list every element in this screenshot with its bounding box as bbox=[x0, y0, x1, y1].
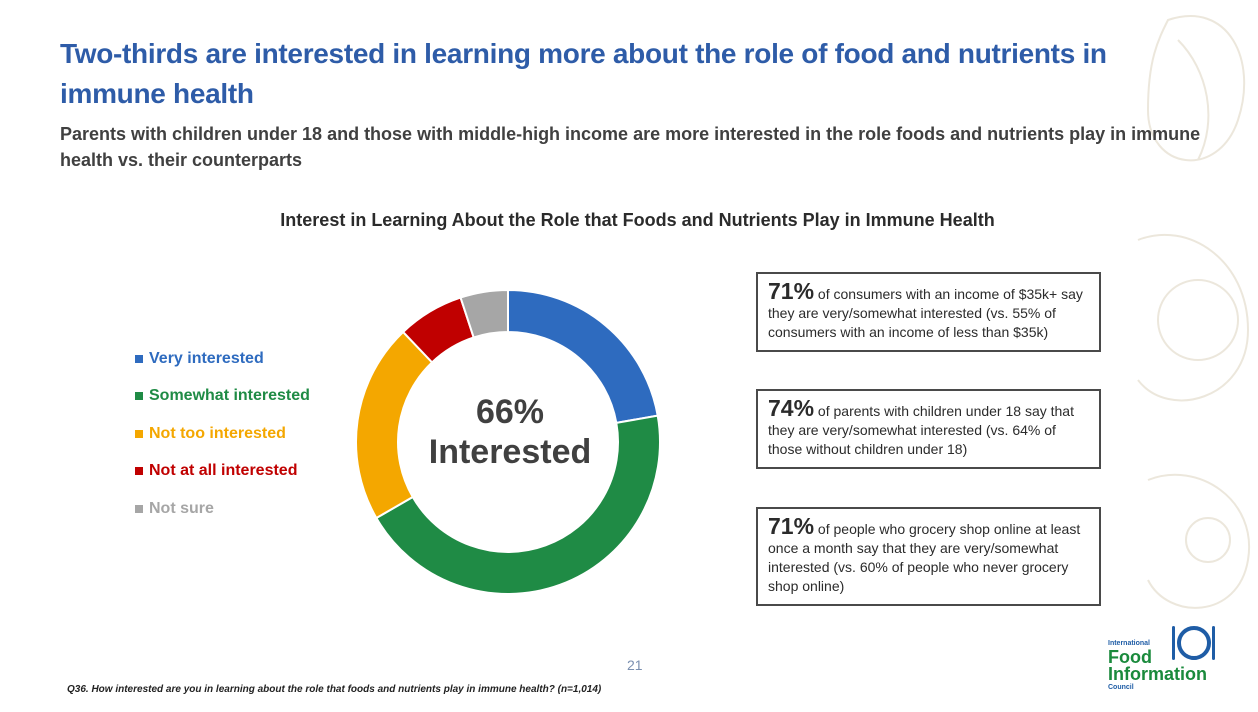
legend-label: Not sure bbox=[149, 499, 214, 517]
callout-stat: 71% bbox=[768, 513, 815, 539]
callout-text: of people who grocery shop online at lea… bbox=[768, 521, 1081, 594]
legend-item: Not too interested bbox=[135, 415, 310, 453]
legend-label: Not at all interested bbox=[149, 462, 298, 480]
page-number: 21 bbox=[627, 657, 643, 673]
logo-text-council: Council bbox=[1108, 684, 1134, 691]
donut-slice-not-sure bbox=[459, 288, 509, 339]
decorative-food-illustration bbox=[1137, 15, 1251, 609]
donut-center-label: Interested bbox=[428, 433, 592, 471]
legend-swatch bbox=[135, 467, 143, 476]
legend-label: Very interested bbox=[149, 349, 264, 367]
callout-stat: 71% bbox=[768, 278, 815, 304]
donut-center-value: 66% bbox=[475, 393, 545, 431]
donut-chart bbox=[355, 288, 661, 595]
stat-callout: 71% of consumers with an income of $35k+… bbox=[756, 272, 1101, 352]
legend-label: Not too interested bbox=[149, 424, 286, 442]
logo-text-food: Food bbox=[1108, 647, 1152, 667]
stat-callout: 74% of parents with children under 18 sa… bbox=[756, 389, 1101, 469]
chart-title: Interest in Learning About the Role that… bbox=[280, 210, 995, 230]
legend-item: Very interested bbox=[135, 340, 310, 378]
legend-swatch bbox=[135, 429, 143, 438]
ific-logo: International Food Information Council bbox=[1108, 622, 1238, 692]
callout-stat: 74% bbox=[768, 395, 815, 421]
legend-swatch bbox=[135, 354, 143, 363]
chart-legend: Very interested Somewhat interested Not … bbox=[135, 340, 310, 528]
legend-item: Somewhat interested bbox=[135, 378, 310, 416]
legend-item: Not sure bbox=[135, 490, 310, 528]
stat-callout: 71% of people who grocery shop online at… bbox=[756, 507, 1101, 606]
legend-item: Not at all interested bbox=[135, 453, 310, 491]
slide-subtitle: Parents with children under 18 and those… bbox=[60, 124, 1201, 170]
legend-swatch bbox=[135, 504, 143, 513]
callout-text: of consumers with an income of $35k+ say… bbox=[768, 286, 1083, 340]
donut-slice-somewhat-interested bbox=[374, 414, 661, 595]
plate-utensils-icon bbox=[1172, 626, 1215, 660]
logo-text-international: International bbox=[1108, 640, 1151, 647]
callout-text: of parents with children under 18 say th… bbox=[768, 403, 1074, 457]
legend-swatch bbox=[135, 392, 143, 401]
footnote: Q36. How interested are you in learning … bbox=[67, 684, 602, 695]
logo-text-information: Information bbox=[1108, 664, 1207, 684]
slide-title: Two-thirds are interested in learning mo… bbox=[60, 38, 1107, 109]
legend-label: Somewhat interested bbox=[149, 387, 310, 405]
donut-center-text: 66% Interested bbox=[410, 392, 610, 472]
